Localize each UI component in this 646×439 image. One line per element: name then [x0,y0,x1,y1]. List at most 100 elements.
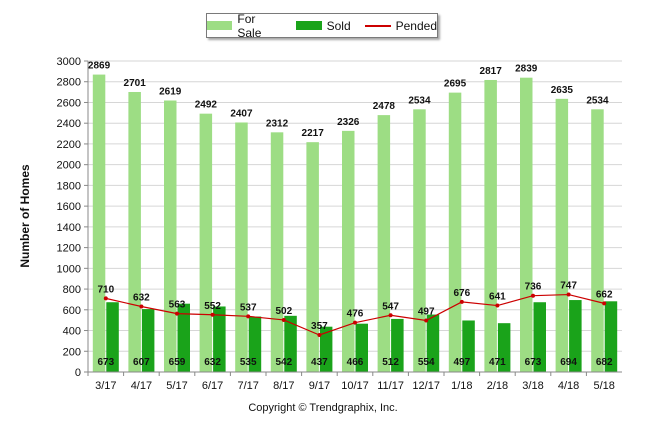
legend-item-for-sale: For Sale [207,12,282,40]
bar-for-sale [235,122,248,372]
data-label-sold: 542 [275,357,292,368]
data-label-sold: 632 [204,357,221,368]
pended-point [103,296,108,301]
pended-point [566,292,571,297]
pended-point [246,314,251,319]
x-tick-label: 9/17 [309,380,330,392]
y-tick-label: 1400 [57,222,81,234]
bar-for-sale [342,130,355,372]
plot-area [88,61,622,372]
data-label-for-sale: 2839 [515,64,538,75]
pended-point [388,313,393,318]
x-tick-label: 5/18 [593,380,614,392]
data-label-for-sale: 2534 [586,95,609,106]
data-label-pended: 552 [204,301,221,312]
data-label-for-sale: 2326 [337,117,360,128]
data-label-for-sale: 2312 [266,118,289,129]
x-tick-label: 5/17 [166,380,187,392]
legend-swatch-pended [364,24,391,27]
bar-sold [604,301,618,372]
data-label-for-sale: 2492 [195,100,218,111]
pended-point [495,303,500,308]
pended-line [103,292,607,337]
y-tick-label: 2200 [57,139,81,151]
bar-for-sale [164,100,177,372]
y-tick-label: 3000 [57,56,81,68]
bar-sold [497,323,511,372]
copyright-footer: Copyright © Trendgraphix, Inc. [248,402,398,414]
data-label-for-sale: 2217 [302,128,325,139]
data-label-for-sale: 2869 [88,61,111,72]
y-tick-label: 400 [63,326,81,338]
data-label-pended: 502 [275,306,292,317]
data-labels: 2869 673 2701 607 2619 659 2492 632 2407 535 2312 5… [88,61,613,368]
y-tick-label: 200 [63,346,81,358]
data-label-for-sale: 2534 [408,95,431,106]
x-tick-label: 7/17 [237,380,258,392]
data-label-pended: 497 [418,306,435,317]
bar-for-sale [199,113,213,373]
x-tick-label: 3/17 [95,380,116,392]
legend-swatch-for-sale [207,21,233,30]
data-label-pended: 747 [560,281,577,292]
bar-sold [355,323,368,372]
data-label-for-sale: 2817 [480,66,503,77]
pended-point [531,293,535,298]
y-tick-label: 2800 [57,77,81,89]
data-label-sold: 673 [97,357,114,368]
bar-sold [248,316,262,372]
data-label-for-sale: 2701 [124,78,147,89]
bar-sold [391,318,404,372]
data-label-sold: 659 [169,357,186,368]
pended-point [317,332,322,337]
bar-for-sale [555,98,569,373]
bar-sold [462,320,475,372]
data-label-sold: 607 [133,357,150,368]
data-label-pended: 547 [382,301,399,312]
legend: For Sale Sold Pended [206,12,438,40]
pended-point [139,304,144,309]
y-tick-label: 1000 [57,263,81,275]
data-label-pended: 662 [596,289,613,300]
pended-point [175,311,179,316]
data-label-pended: 357 [311,321,328,332]
data-label-for-sale: 2619 [159,86,182,97]
y-tick-label: 2400 [57,118,81,130]
data-label-for-sale: 2635 [551,85,574,96]
data-label-pended: 736 [525,282,542,293]
data-label-pended: 676 [453,288,470,299]
x-tick-label: 12/17 [412,380,440,392]
y-tick-label: 1800 [57,180,81,192]
data-label-pended: 641 [489,292,506,303]
axes: 0 200 400 600 800 1000 1200 1400 1600 1800 2000 220… [57,56,622,392]
data-label-for-sale: 2695 [444,79,467,90]
y-tick-label: 2000 [57,160,81,172]
y-tick-label: 2600 [57,97,81,109]
x-tick-label: 8/17 [273,380,294,392]
x-tick-label: 10/17 [341,380,369,392]
bar-for-sale [377,115,391,372]
bar-sold [213,306,226,372]
y-tick-label: 600 [63,305,81,317]
data-label-pended: 476 [347,309,364,320]
bar-sold [319,326,333,372]
data-label-sold: 673 [525,357,542,368]
x-tick-label: 1/18 [451,380,472,392]
y-axis-label: Number of Homes [18,164,32,268]
y-tick-label: 1600 [57,201,81,213]
bar-sold [177,303,190,372]
data-label-sold: 512 [382,357,399,368]
bar-for-sale [448,92,462,372]
bar-for-sale [128,91,141,372]
pended-point [210,312,215,317]
bar-for-sale [591,109,604,373]
y-tick-label: 800 [63,284,81,296]
legend-label-sold: Sold [326,18,351,33]
x-tick-label: 4/17 [131,380,152,392]
data-label-for-sale: 2407 [230,108,253,119]
legend-item-pended: Pended [364,19,437,33]
x-tick-label: 6/17 [202,380,223,392]
legend-label-for-sale: For Sale [237,11,262,40]
bar-for-sale [306,142,319,372]
